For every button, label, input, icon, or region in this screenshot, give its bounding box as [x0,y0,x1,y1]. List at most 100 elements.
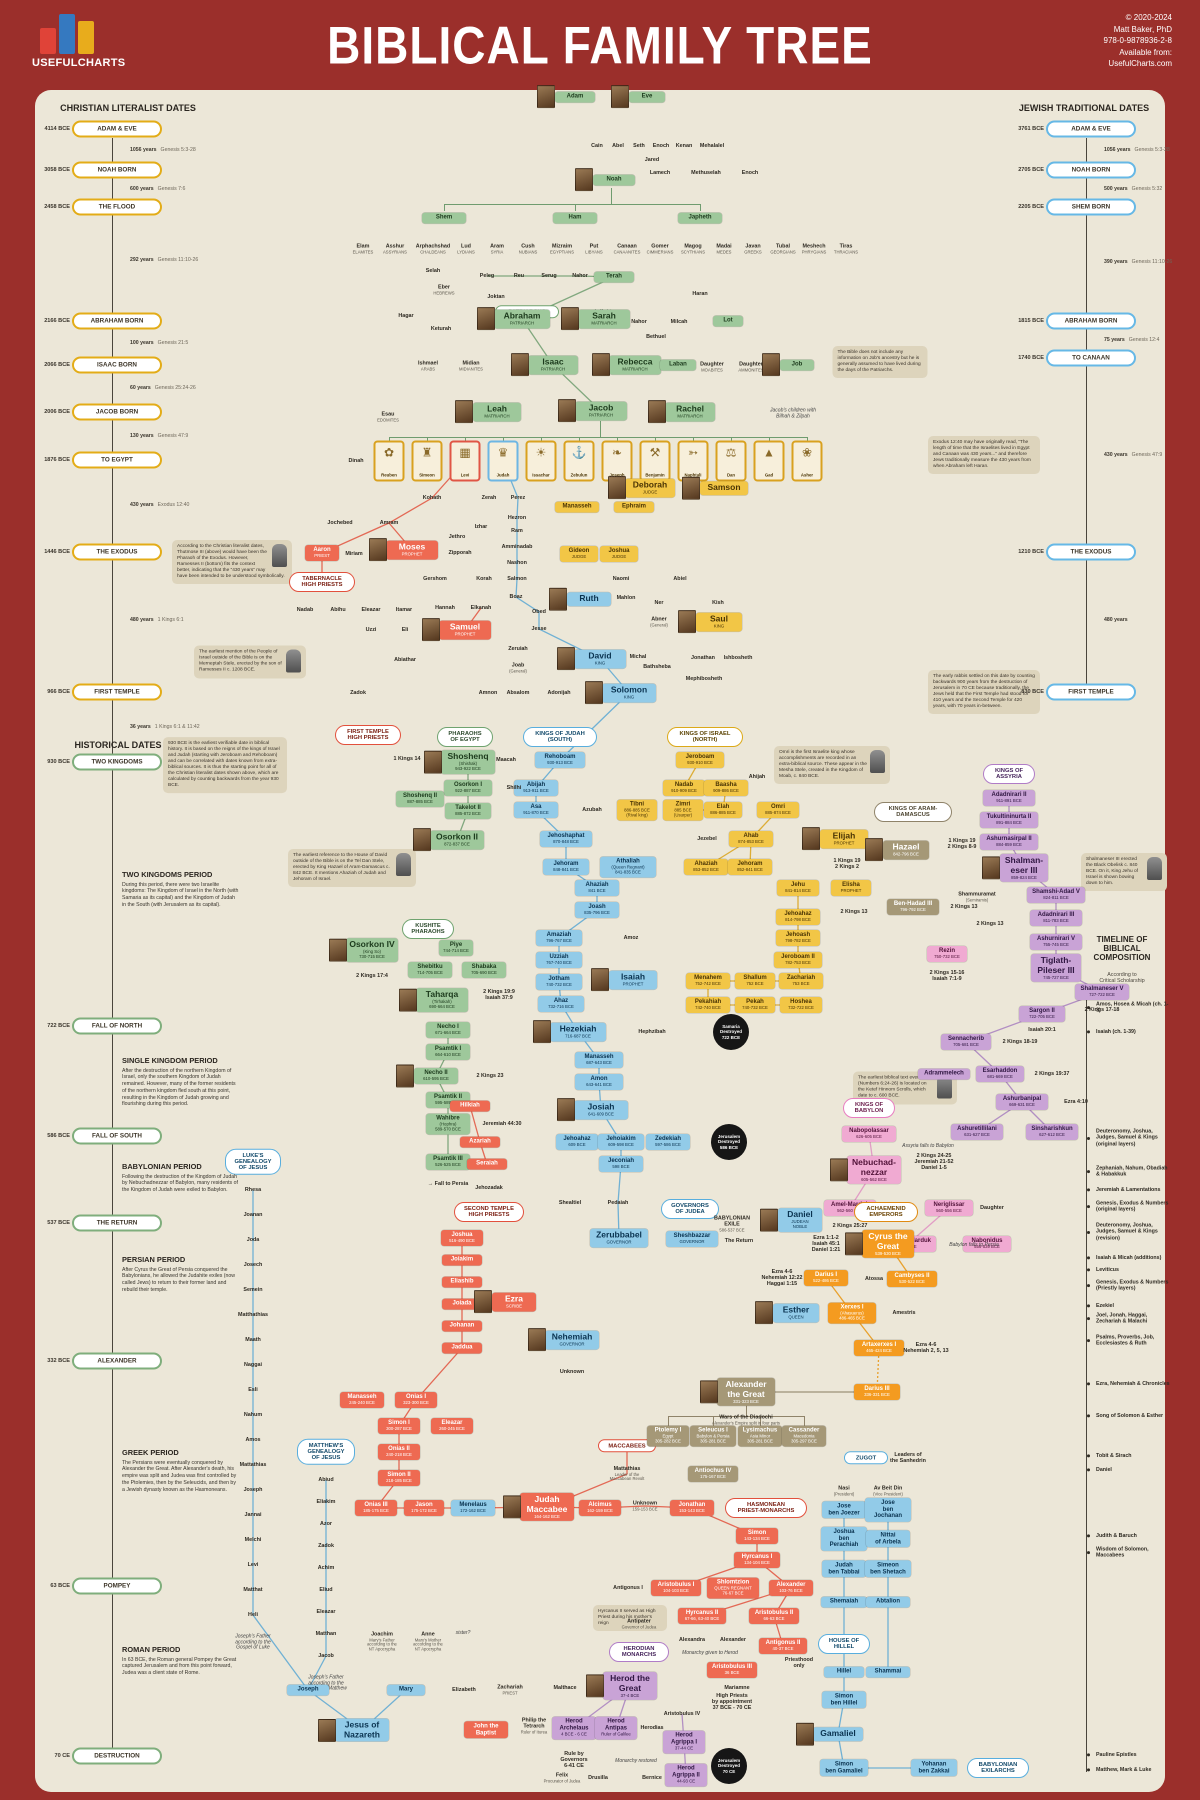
node-obed: Obed [532,608,546,615]
node-jerucircle: Jerusalem Destroyed 586 BCE [711,1124,747,1160]
node-nehemiah: Nehemiah GOVERNOR [527,1328,599,1352]
line-segment [1085,138,1087,690]
artifact-image [937,1075,952,1099]
node-esau: Esau EDOMITES [377,411,399,422]
node-josephL: Joseph [243,1486,263,1493]
node-job: Job [762,353,814,377]
artifact-image [396,853,411,877]
line-segment [668,1416,804,1417]
node-heli: Heli [248,1611,258,1618]
node-joanan: Joanan [243,1211,263,1218]
node-governors: Rule by Governors 6-41 CE [560,1750,588,1770]
node-amram: Amram [379,519,399,526]
node-adonijah: Adonijah [547,689,571,696]
node-asa: Asa 911-870 BCE [514,801,558,819]
node-hazael: Hazael 842-796 BCE [865,838,929,862]
node-seleucus: Seleucus I Babylon & Persia 305-281 BCE [690,1425,736,1447]
node-jehoahazI: Jehoahaz 814-798 BCE [776,908,820,926]
node-jared: Jared [644,156,660,163]
artifact-image [286,649,301,673]
node-ezra: Ezra SCRIBE [474,1290,536,1314]
node-alexanderS: Alexander [719,1636,747,1643]
node-onias2: Onias II 240-218 BCE [378,1443,420,1461]
thutmose-note: According to the Christian literalist da… [172,540,292,584]
node-adadnirari2: Adadnirari II 911-891 BCE [983,789,1035,807]
line-segment [668,1416,669,1428]
node-joash: Joash 835-796 BCE [575,901,619,919]
node-moses: Moses PROPHET [368,538,438,562]
mesha-note: Omri is the first Israelite king whose a… [774,746,890,784]
node-sargonref: Isaiah 20:1 [1028,1026,1056,1033]
node-maath: Maath [245,1336,261,1343]
node-alexander: Alexander the Great 331-323 BCE [699,1377,775,1407]
composition-item: Matthew, Mark & Luke [1096,1767,1170,1773]
node-hezekiah: Hezekiah 716-687 BCE [532,1020,606,1044]
node-zedekiah: Zedekiah 597-586 BCE [646,1133,690,1151]
line-segment [1085,996,1087,1772]
node-amminadab: Amminadab [501,543,533,550]
node-kjpill: KINGS OF JUDAH (SOUTH) [523,727,597,747]
node-midian: Midian MIDIANITES [459,360,483,371]
moses-portrait [368,538,387,562]
node-abraham: Abraham PATRIARCH [476,307,550,331]
node-shammuramat: Shammuramat (Semiramis) [958,891,996,902]
node-noah: Noah [575,168,635,192]
node-josephB: Joseph [287,1684,329,1696]
node-jehoramI: Jehoram 852-841 BCE [728,858,772,876]
timeline-event-destruction: DESTRUCTION [72,1747,162,1765]
osorkon2-portrait [412,828,431,852]
node-gershom: Gershom [423,575,447,582]
cyrus-portrait [844,1232,863,1256]
timeline-year: 2705 BCE [1018,167,1044,173]
rachel-portrait [647,400,666,424]
node-esarhaddon: Esarhaddon 681-669 BCE [976,1065,1024,1083]
composition-item: Jeremiah & Lamentations [1096,1187,1170,1193]
node-tubal: Tubal GEORGIANS [770,243,796,254]
node-joshuaJ: Joshua JUDGE [600,545,638,563]
node-amoz: Amoz [623,934,639,941]
credit-line: UsefulCharts.com [1108,59,1172,69]
node-shalmaneser3: Shalman-eser III 859-824 BCE [982,853,1048,883]
node-jezebel: Jezebel [697,835,717,842]
family-line [521,276,615,412]
family-line [456,762,469,841]
node-aaron: Aaron PRIEST [305,544,339,562]
right-timeline-heading: JEWISH TRADITIONAL DATES [1018,103,1150,113]
node-hillelpill: HOUSE OF HILLEL [818,1634,870,1654]
node-zachariah: Zachariah 753 BCE [779,972,823,990]
node-samuel: Samuel PROPHET [421,618,491,642]
composition-item: Joel, Jonah, Haggai, Zechariah & Malachi [1096,1313,1170,1326]
credits: © 2020-2024 Matt Baker, PhD 978-0-987893… [1104,12,1173,70]
node-artaxerxes: Artaxerxes I 465-424 BCE [854,1339,904,1357]
node-nebref: 2 Kings 24-25 Jeremiah 21-52 Daniel 1-5 [914,1152,954,1172]
node-onias1: Onias I 323-300 BCE [395,1391,437,1409]
node-wahibreref: Jeremiah 44:30 [482,1120,522,1127]
benjamin-emblem-icon: ⚒ [649,445,661,460]
job-note: The Bible does not include any informati… [832,346,928,378]
node-agrippa1: Herod Agrippa I 37-44 CE [663,1730,705,1754]
node-jehoash: Jehoash 798-782 BCE [776,929,820,947]
node-adadnirari3: Adadnirari III 811-783 BCE [1030,909,1082,927]
node-jeru70: Jerusalem Destroyed 70 CE [711,1748,747,1784]
node-mariamne: Mariamne [724,1684,750,1691]
node-exilpill: BABYLONIAN EXILARCHS [967,1758,1029,1778]
composition-heading: TIMELINE OF BIBLICAL COMPOSITION [1093,935,1151,962]
timeline-gap: 480 years [1104,617,1128,623]
composition-item: Wisdom of Solomon, Maccabees [1096,1547,1170,1560]
node-kish: Kish [712,599,724,606]
node-necho1: Necho I 671-664 BCE [426,1021,470,1039]
node-neriglissar: Neriglissar 560-556 BCE [925,1199,973,1217]
node-shem: Shem [422,212,466,224]
node-tibni: Tibni 886-885 BCE (Rival king) [617,799,657,821]
node-azor: Azor [320,1520,332,1527]
david-portrait [556,647,575,671]
node-thereturn: The Return [724,1237,754,1244]
node-simonG: Simon ben Gamaliel [820,1759,868,1777]
node-psamtik1: Psamtik I 664-610 BCE [426,1043,470,1061]
node-rachel: Rachel MATRIARCH [647,400,715,424]
node-put: Put LIBYANS [585,243,603,254]
node-enoch2: Enoch [741,169,759,176]
node-helinote: Joseph's Father according to the Gospel of… [235,1633,271,1651]
node-herodias: Herodias [640,1724,664,1731]
